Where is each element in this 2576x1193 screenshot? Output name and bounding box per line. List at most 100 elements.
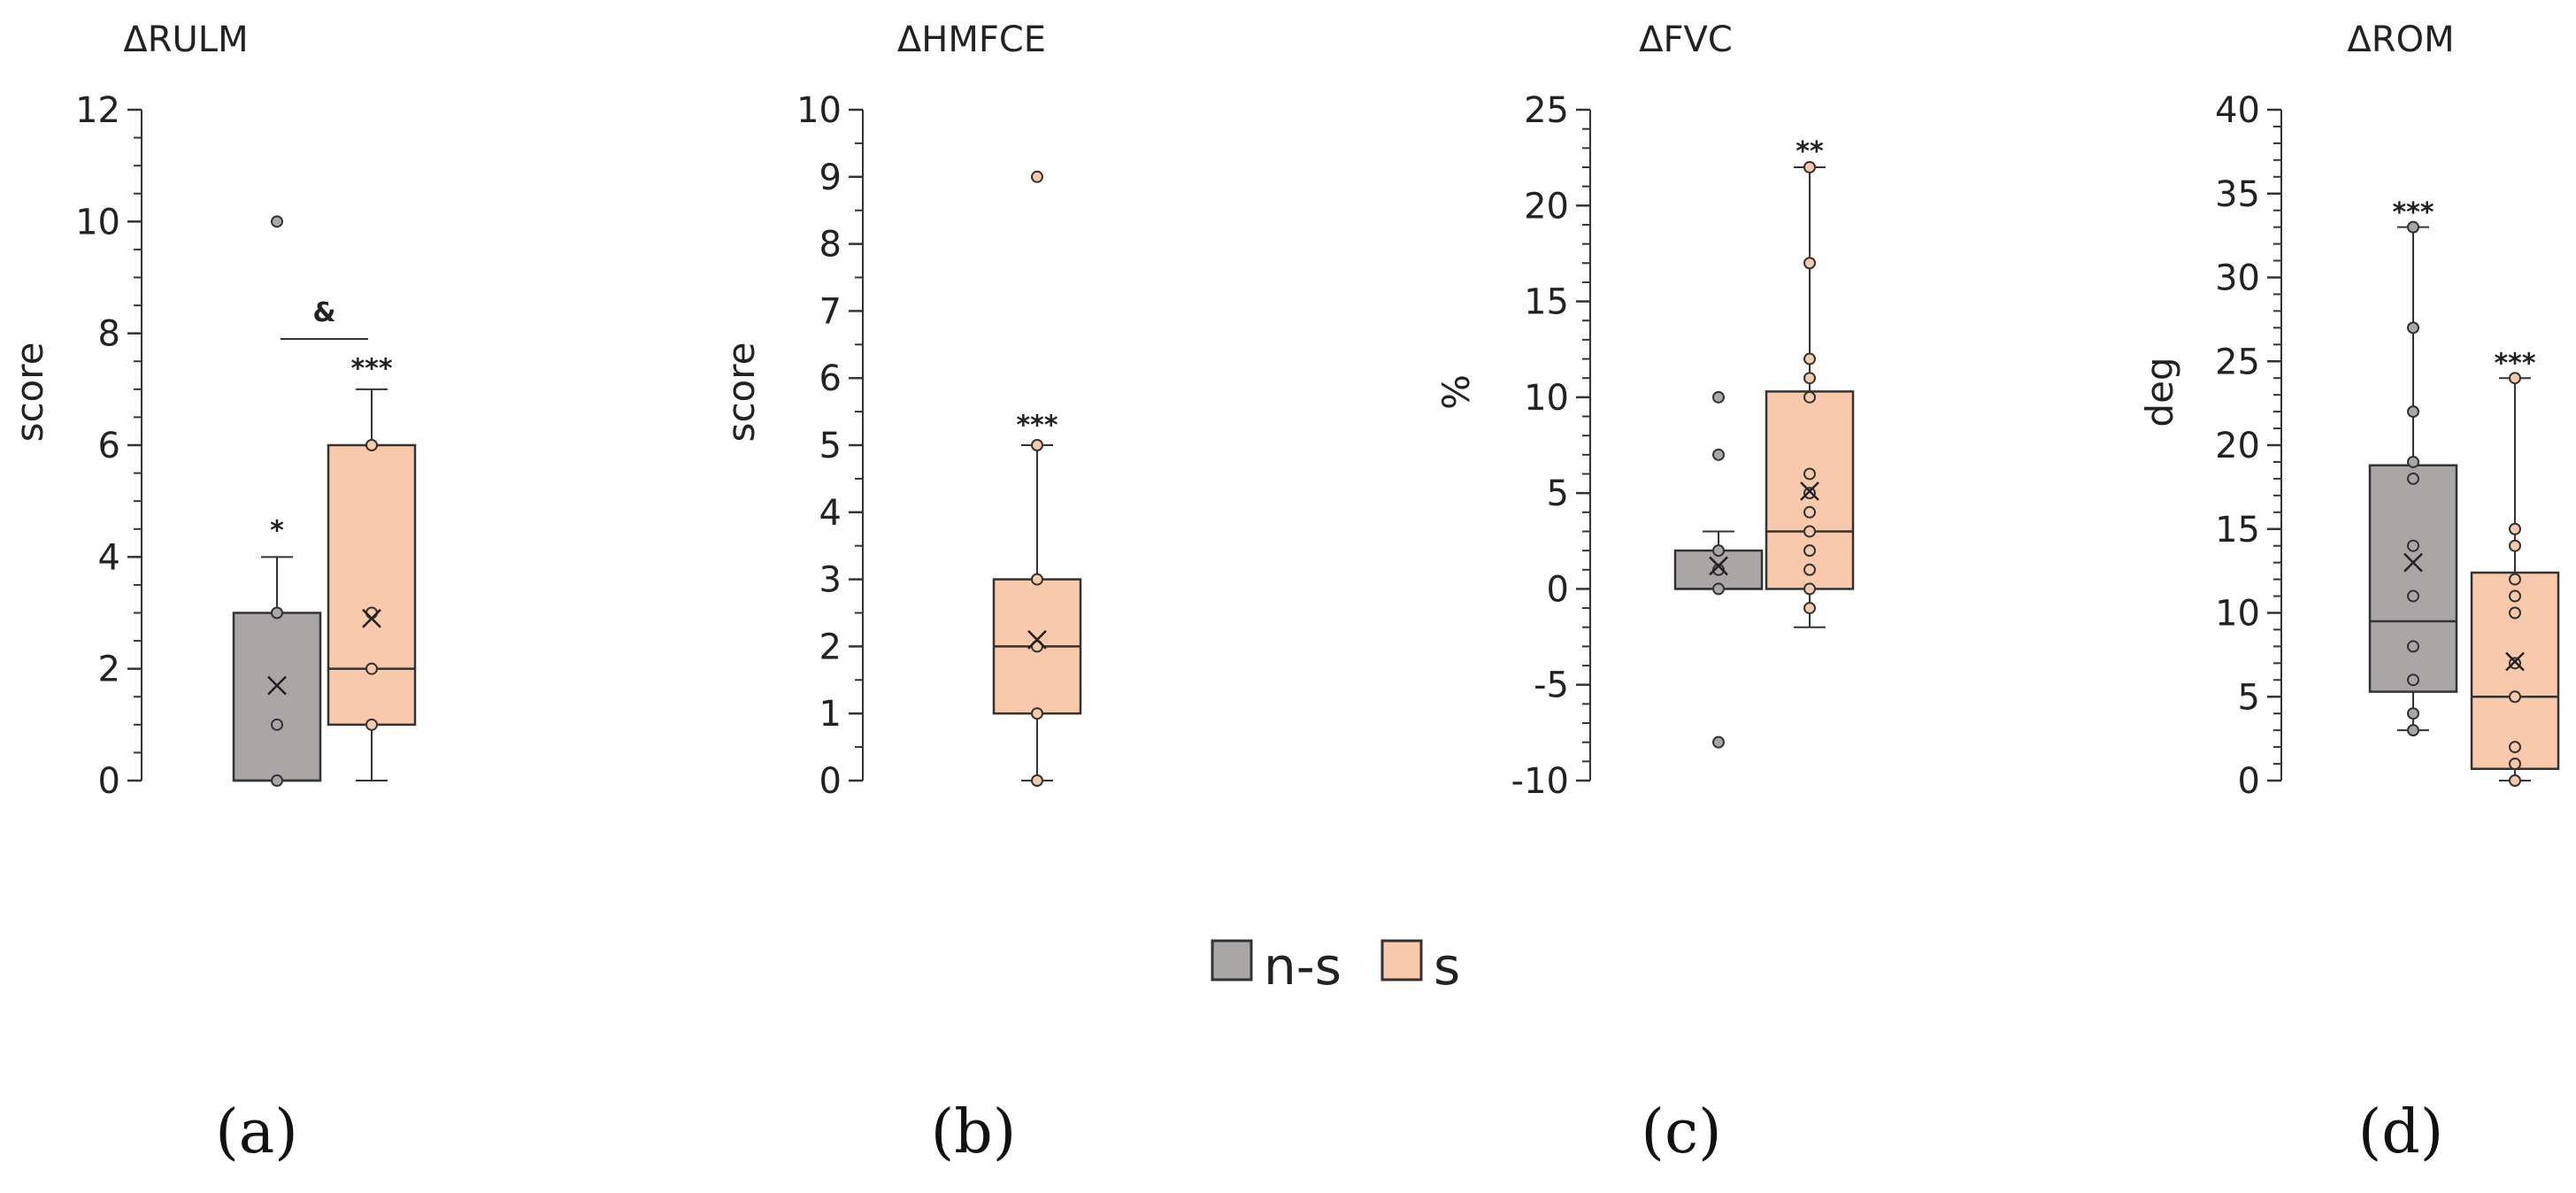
data-point — [2407, 724, 2419, 737]
y-tick-label: 8 — [98, 314, 120, 355]
y-tick-label: 25 — [1524, 90, 1569, 131]
data-point — [1803, 467, 1816, 481]
data-point — [2509, 372, 2521, 385]
mean-marker — [2403, 552, 2423, 573]
box-s: *** — [992, 170, 1082, 787]
data-point — [2509, 741, 2521, 754]
data-point — [2509, 589, 2521, 603]
box-s: *** — [327, 353, 417, 781]
y-tick-label: 10 — [796, 90, 842, 131]
box-n-s: * — [232, 215, 322, 787]
data-point — [2509, 522, 2521, 535]
y-tick-label: 4 — [819, 493, 842, 534]
data-point — [2509, 657, 2521, 670]
y-tick-label: 10 — [75, 202, 120, 242]
y-tick-label: 40 — [2215, 90, 2260, 131]
data-point — [1803, 390, 1816, 404]
y-tick-label: 0 — [2238, 761, 2260, 802]
y-tick-label: -10 — [1511, 761, 1569, 802]
data-point — [1712, 735, 1725, 749]
data-point — [1803, 602, 1816, 615]
y-tick-label: 6 — [98, 426, 120, 466]
mean-marker — [1027, 629, 1047, 650]
y-tick-label: 1 — [819, 694, 842, 735]
data-point — [2509, 539, 2521, 552]
data-point — [1712, 390, 1725, 404]
box-iqr-s — [327, 443, 417, 727]
y-tick-label: 8 — [819, 225, 842, 266]
y-tick-label: 5 — [1547, 473, 1569, 514]
data-point — [1803, 352, 1816, 366]
data-point — [271, 606, 283, 620]
data-point — [2407, 472, 2419, 485]
data-point — [1031, 439, 1043, 451]
significance-label: *** — [1016, 411, 1057, 442]
data-point — [365, 718, 378, 731]
y-tick-label: 9 — [819, 158, 842, 198]
data-point — [2509, 758, 2521, 771]
significance-label: *** — [2494, 349, 2535, 380]
data-point — [271, 215, 283, 228]
mean-marker — [1709, 556, 1728, 576]
significance-label: *** — [350, 353, 392, 384]
legend-label-s: s — [1434, 936, 1460, 997]
chart-panel-2: ΔHMFCE score 0 1 2 3 4 5 6 7 8 9 10 *** (b) — [719, 19, 1082, 1167]
data-point — [1803, 582, 1816, 596]
box-iqr-s — [2470, 571, 2560, 770]
y-tick-label: 2 — [98, 650, 120, 690]
chart-title: ΔFVC — [1639, 19, 1733, 60]
data-point — [2407, 220, 2419, 234]
y-tick-label: 20 — [1524, 186, 1569, 227]
data-point — [2407, 405, 2419, 419]
y-axis-label: score — [719, 343, 763, 443]
data-point — [1803, 505, 1816, 519]
data-point — [1803, 257, 1816, 270]
mean-marker — [362, 608, 381, 628]
comparison-label: & — [312, 297, 335, 328]
y-tick-label: 30 — [2215, 258, 2260, 299]
y-tick-label: 2 — [819, 627, 842, 667]
data-point — [1803, 160, 1816, 173]
legend-label-n-s: n-s — [1264, 936, 1342, 997]
data-point — [1803, 525, 1816, 538]
data-point — [1803, 563, 1816, 576]
chart-title: ΔRULM — [123, 19, 248, 60]
data-point — [2509, 690, 2521, 704]
data-point — [2407, 455, 2419, 468]
y-axis-label: % — [1434, 374, 1478, 410]
y-tick-label: 5 — [2238, 677, 2260, 718]
panel-label: (d) — [2358, 1097, 2444, 1167]
y-tick-label: 0 — [1547, 569, 1569, 610]
data-point — [1803, 487, 1816, 500]
data-point — [1031, 170, 1043, 183]
y-tick-label: 25 — [2215, 342, 2260, 382]
significance-label: ** — [1796, 136, 1824, 167]
y-tick-label: 35 — [2215, 174, 2260, 215]
data-point — [365, 606, 378, 620]
y-tick-label: 4 — [98, 537, 120, 578]
data-point — [2509, 606, 2521, 620]
y-tick-label: 3 — [819, 560, 842, 601]
y-tick-label: 15 — [2215, 510, 2260, 550]
y-tick-label: 20 — [2215, 426, 2260, 466]
data-point — [1803, 372, 1816, 385]
data-point — [2509, 774, 2521, 787]
significance-label: * — [270, 515, 284, 546]
y-axis-label: deg — [2138, 357, 2181, 427]
data-point — [1712, 582, 1725, 596]
data-point — [365, 439, 378, 451]
panel-label: (a) — [215, 1097, 298, 1167]
mean-marker — [1800, 481, 1819, 501]
data-point — [2407, 640, 2419, 653]
y-tick-label: 15 — [1524, 282, 1569, 323]
chart-title: ΔHMFCE — [897, 19, 1046, 60]
data-point — [1031, 573, 1043, 586]
box-iqr-n-s — [232, 612, 322, 782]
box-n-s — [1673, 390, 1764, 749]
legend: n-s s — [1211, 936, 1460, 997]
box-iqr-n-s — [2368, 464, 2458, 693]
panel-label: (c) — [1641, 1097, 1721, 1167]
data-point — [2407, 707, 2419, 720]
box-s: *** — [2470, 349, 2560, 787]
data-point — [2407, 321, 2419, 335]
